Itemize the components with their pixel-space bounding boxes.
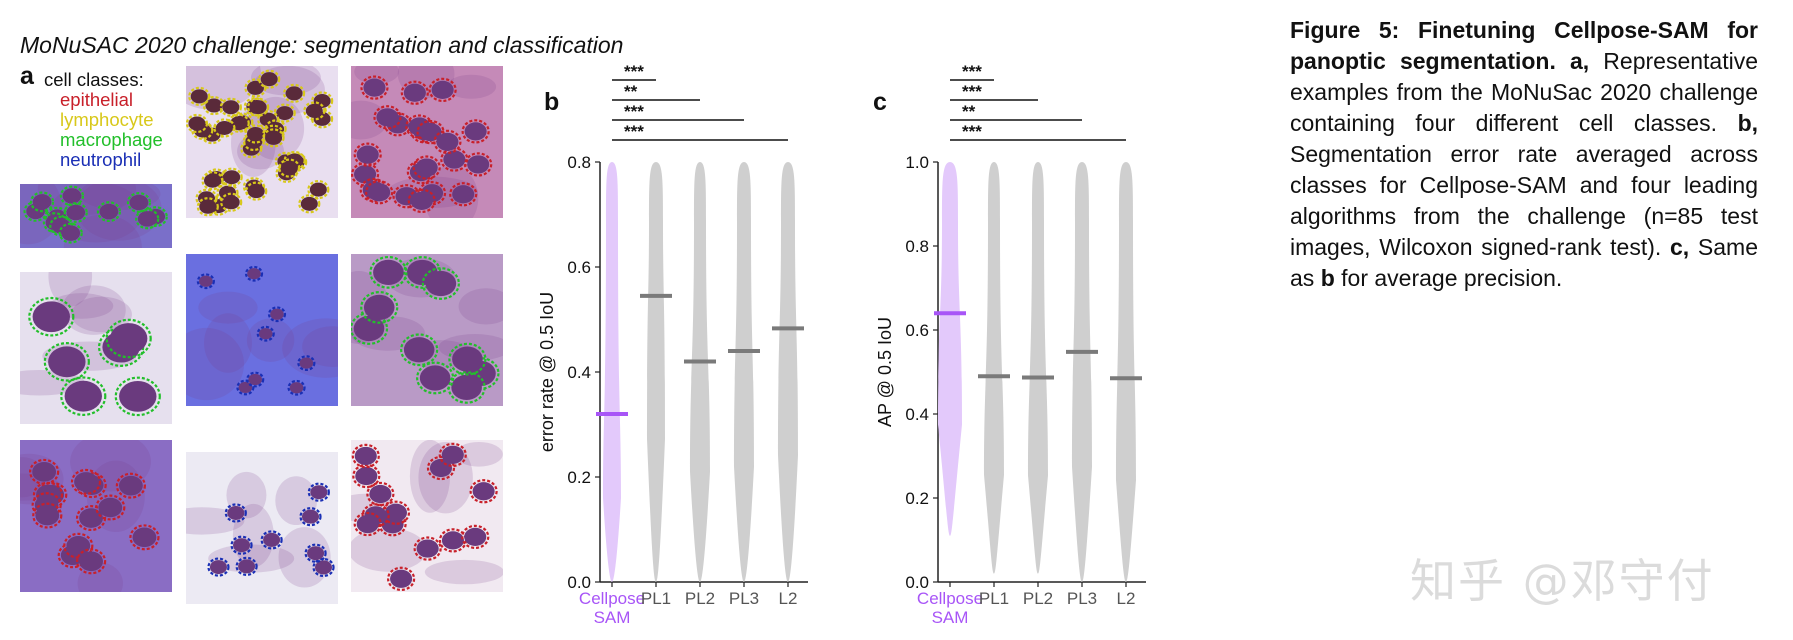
x-tick-label: L2: [1117, 589, 1136, 608]
x-tick-label: Cellpose: [917, 589, 983, 608]
epithelial-tile-2: [20, 440, 172, 592]
watermark-text: 知乎 @邓守付: [1410, 554, 1715, 608]
legend-macrophage: macrophage: [60, 129, 163, 150]
mixed-tile: [351, 254, 503, 406]
caption-c-label: c,: [1670, 234, 1690, 260]
caption-c-tail: for average precision.: [1334, 265, 1563, 291]
panel-letter-c: c: [873, 88, 887, 116]
violin-cellpose-sam: [603, 162, 621, 582]
panel-letter-b: b: [544, 88, 560, 116]
legend-header: cell classes:: [44, 69, 144, 90]
caption-b-text: Segmentation error rate averaged across …: [1290, 141, 1758, 260]
figure-caption: Figure 5: Finetuning Cellpose-SAM for pa…: [1290, 15, 1758, 294]
y-tick-label: 0.2: [567, 468, 591, 487]
y-tick-label: 0.6: [567, 258, 591, 277]
panel-letter-a: a: [20, 62, 34, 90]
y-tick-label: 1.0: [905, 153, 929, 172]
significance-stars: **: [962, 102, 976, 121]
x-tick-label: Cellpose: [579, 589, 645, 608]
violin-pl3: [1072, 162, 1092, 582]
y-tick-label: 0.2: [905, 489, 929, 508]
legend-lymphocyte: lymphocyte: [60, 109, 154, 130]
caption-a-label: a,: [1570, 48, 1590, 74]
x-tick-label: PL3: [1067, 589, 1097, 608]
x-tick-label: PL2: [685, 589, 715, 608]
x-tick-label: SAM: [932, 608, 969, 627]
legend-epithelial: epithelial: [60, 89, 134, 110]
violin-pl3: [734, 162, 754, 582]
epithelial-tile-3: [351, 440, 503, 592]
neutrophil-tile: [186, 254, 338, 406]
x-tick-label: L2: [779, 589, 798, 608]
significance-stars: ***: [624, 62, 644, 81]
y-tick-label: 0.4: [905, 405, 929, 424]
y-tick-label: 0.0: [567, 573, 591, 592]
macrophage-tile-small: [20, 184, 172, 248]
neutrophil-tile-2: [186, 452, 338, 604]
cell-class-legend: cell classes: epithelial lymphocyte macr…: [44, 70, 163, 170]
violin-l2: [1116, 162, 1136, 582]
x-tick-label: PL3: [729, 589, 759, 608]
caption-c-text: Same as: [1290, 234, 1758, 291]
significance-stars: **: [624, 82, 638, 101]
y-axis-label: AP @ 0.5 IoU: [875, 317, 895, 427]
legend-neutrophil: neutrophil: [60, 149, 142, 170]
epithelial-tile: [351, 66, 503, 218]
ap-violin-plot: 0.0 0.2 0.4 0.6 0.8 1.0 AP @ 0.5 IoU CellposeSA…: [875, 62, 1146, 627]
error-rate-violin-plot: 0.0 0.2 0.4 0.6 0.8 error rate @ 0.5 IoU Cellp…: [537, 62, 808, 627]
violin-cellpose-sam: [938, 162, 962, 536]
caption-c-ref: b: [1320, 265, 1335, 291]
y-tick-label: 0.6: [905, 321, 929, 340]
violin-pl2: [690, 162, 710, 582]
figure-title: MoNuSAC 2020 challenge: segmentation and…: [20, 32, 624, 58]
x-tick-label: PL1: [979, 589, 1009, 608]
x-tick-label: PL1: [641, 589, 671, 608]
caption-title: Figure 5: Finetuning Cellpose-SAM for pa…: [1290, 17, 1758, 74]
y-tick-label: 0.4: [567, 363, 591, 382]
significance-stars: ***: [962, 82, 982, 101]
caption-a-text: Representative examples from the MoNuSac…: [1290, 48, 1759, 136]
violin-pl2: [1028, 162, 1048, 574]
x-tick-label: SAM: [594, 608, 631, 627]
y-tick-label: 0.8: [567, 153, 591, 172]
caption-b-label: b,: [1737, 110, 1759, 136]
violin-pl1: [984, 162, 1004, 574]
macrophage-tile: [20, 272, 172, 424]
significance-stars: ***: [962, 122, 982, 141]
y-tick-label: 0.0: [905, 573, 929, 592]
significance-stars: ***: [962, 62, 982, 81]
x-tick-label: PL2: [1023, 589, 1053, 608]
significance-stars: ***: [624, 102, 644, 121]
lymphocyte-tile: [186, 66, 338, 218]
significance-stars: ***: [624, 122, 644, 141]
violin-pl1: [647, 162, 665, 582]
y-tick-label: 0.8: [905, 237, 929, 256]
y-axis-label: error rate @ 0.5 IoU: [537, 292, 557, 452]
violin-l2: [778, 162, 798, 582]
